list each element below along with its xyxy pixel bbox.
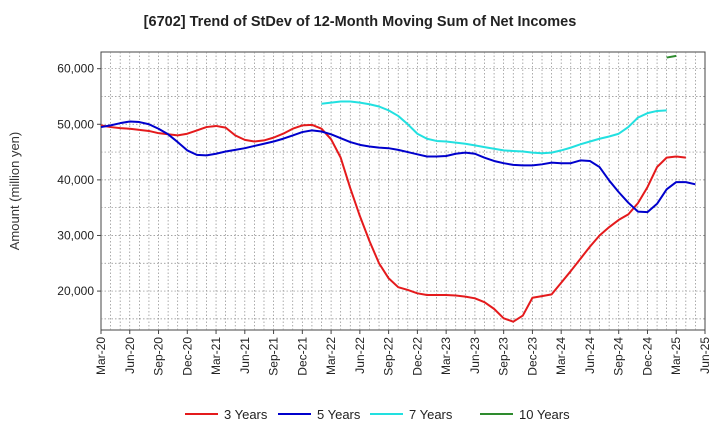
y-tick-label: 50,000 bbox=[57, 117, 94, 131]
x-tick-label: Jun-20 bbox=[123, 337, 137, 374]
x-tick-label: Mar-22 bbox=[324, 337, 338, 375]
legend-label: 7 Years bbox=[409, 407, 453, 422]
plot-frame bbox=[100, 51, 706, 331]
x-tick-label: Sep-23 bbox=[497, 337, 511, 376]
x-tick-label: Jun-24 bbox=[583, 337, 597, 374]
chart-title: [6702] Trend of StDev of 12-Month Moving… bbox=[143, 14, 577, 30]
legend-label: 3 Years bbox=[224, 407, 268, 422]
x-tick-label: Sep-21 bbox=[267, 337, 281, 376]
plot-area bbox=[100, 54, 696, 323]
y-tick-label: 60,000 bbox=[57, 62, 94, 76]
x-tick-label: Mar-24 bbox=[554, 337, 568, 375]
x-tick-label: Dec-24 bbox=[640, 337, 654, 376]
grid-lines bbox=[100, 51, 706, 331]
x-tick-label: Mar-20 bbox=[94, 337, 108, 375]
y-tick-label: 20,000 bbox=[57, 284, 94, 298]
x-tick-label: Jun-21 bbox=[238, 337, 252, 374]
x-tick-label: Dec-22 bbox=[410, 337, 424, 376]
series-line-5-years bbox=[100, 120, 696, 214]
legend-label: 10 Years bbox=[519, 407, 570, 422]
x-tick-label: Mar-25 bbox=[669, 337, 683, 375]
x-tick-label: Jun-25 bbox=[698, 337, 712, 374]
x-tick-label: Sep-20 bbox=[152, 337, 166, 376]
series-line-7-years bbox=[321, 100, 667, 155]
y-axis-label: Amount (million yen) bbox=[7, 132, 22, 251]
x-tick-label: Jun-22 bbox=[353, 337, 367, 374]
x-tick-label: Dec-23 bbox=[525, 337, 539, 376]
legend: 3 Years 5 Years 7 Years 10 Years bbox=[185, 407, 570, 422]
y-axis-ticks: 20,000 30,000 40,000 50,000 60,000 bbox=[57, 62, 101, 298]
series-line-3-years bbox=[100, 123, 686, 323]
legend-label: 5 Years bbox=[317, 407, 361, 422]
x-tick-label: Mar-21 bbox=[209, 337, 223, 375]
y-tick-label: 40,000 bbox=[57, 173, 94, 187]
x-tick-label: Dec-20 bbox=[180, 337, 194, 376]
series-line-10-years bbox=[666, 54, 677, 59]
x-tick-label: Sep-24 bbox=[612, 337, 626, 376]
x-tick-label: Dec-21 bbox=[295, 337, 309, 376]
x-tick-label: Mar-23 bbox=[439, 337, 453, 375]
x-tick-label: Sep-22 bbox=[382, 337, 396, 376]
y-tick-label: 30,000 bbox=[57, 228, 94, 242]
x-axis-ticks: Mar-20 Jun-20 Sep-20 Dec-20 Mar-21 Jun-21 Sep-… bbox=[94, 330, 712, 376]
x-tick-label: Jun-23 bbox=[468, 337, 482, 374]
